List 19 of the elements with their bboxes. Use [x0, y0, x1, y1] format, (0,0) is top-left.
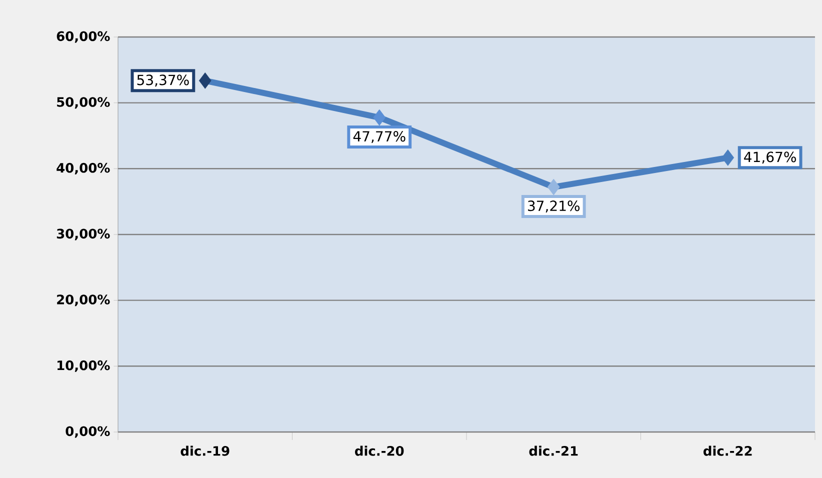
x-tick-label: dic.-19	[180, 446, 230, 456]
y-tick-label: 60,00%	[56, 31, 110, 43]
point	[373, 109, 386, 126]
y-tick-label: 20,00%	[57, 294, 110, 306]
data-label: 47,77%	[353, 131, 406, 144]
y-tick-label: 0,00%	[66, 426, 110, 438]
point	[198, 72, 212, 89]
data-label: 53,37%	[137, 74, 189, 87]
x-tick-label: dic.-21	[529, 446, 578, 456]
data-label: 41,67%	[744, 152, 796, 164]
y-tick-label: 50,00%	[57, 97, 110, 109]
x-tick-label: dic.-20	[355, 446, 404, 456]
data-label: 37,21%	[528, 200, 580, 213]
point	[547, 178, 560, 196]
x-tick-label: dic.-22	[704, 446, 752, 456]
y-tick-label: 30,00%	[56, 228, 110, 240]
y-tick-label: 10,00%	[58, 360, 110, 372]
point	[722, 149, 734, 166]
y-tick-label: 40,00%	[56, 162, 110, 174]
